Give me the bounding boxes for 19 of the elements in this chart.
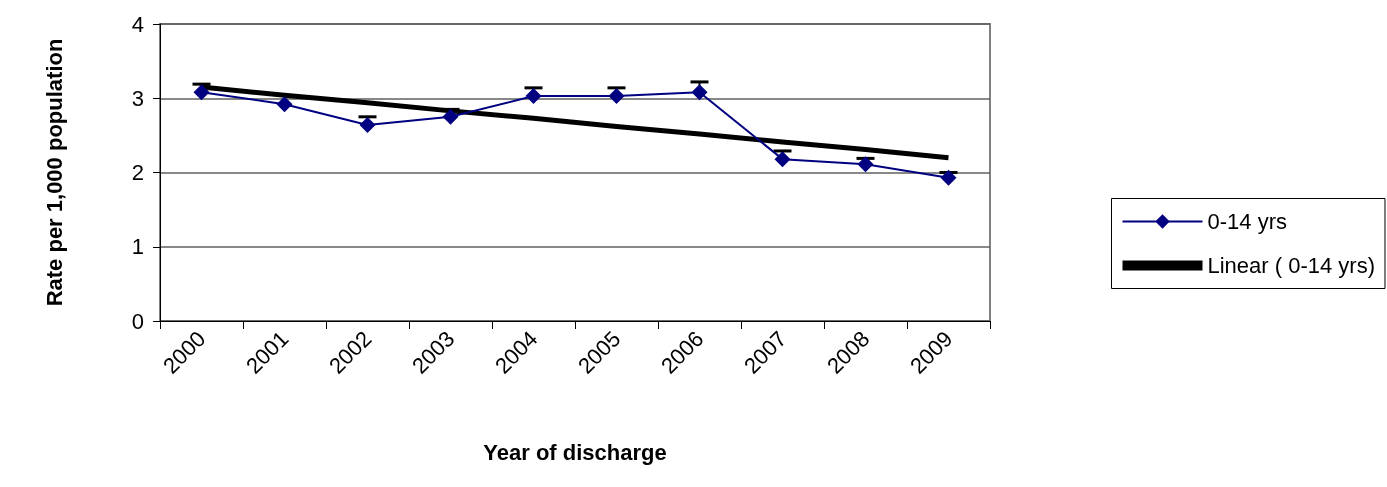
y-tick-label: 2 [131,160,144,185]
point [276,96,293,113]
y-tick-label: 1 [131,234,144,260]
point [359,116,376,133]
point [193,84,210,101]
point [442,108,459,125]
point [940,169,957,186]
y-tick-label: 3 [131,85,144,111]
point [857,156,874,173]
point [525,88,542,105]
legend-label: 0-14 yrs [1207,209,1287,234]
point [691,84,708,101]
y-tick-label: 0 [131,308,144,334]
x-axis-title: Year of discharge [483,439,667,465]
point [774,151,791,168]
y-tick-label: 4 [131,11,144,37]
legend-label: Linear ( 0-14 yrs) [1207,253,1376,278]
y-axis-title: Rate per 1,000 population [41,38,67,307]
point [608,88,625,105]
